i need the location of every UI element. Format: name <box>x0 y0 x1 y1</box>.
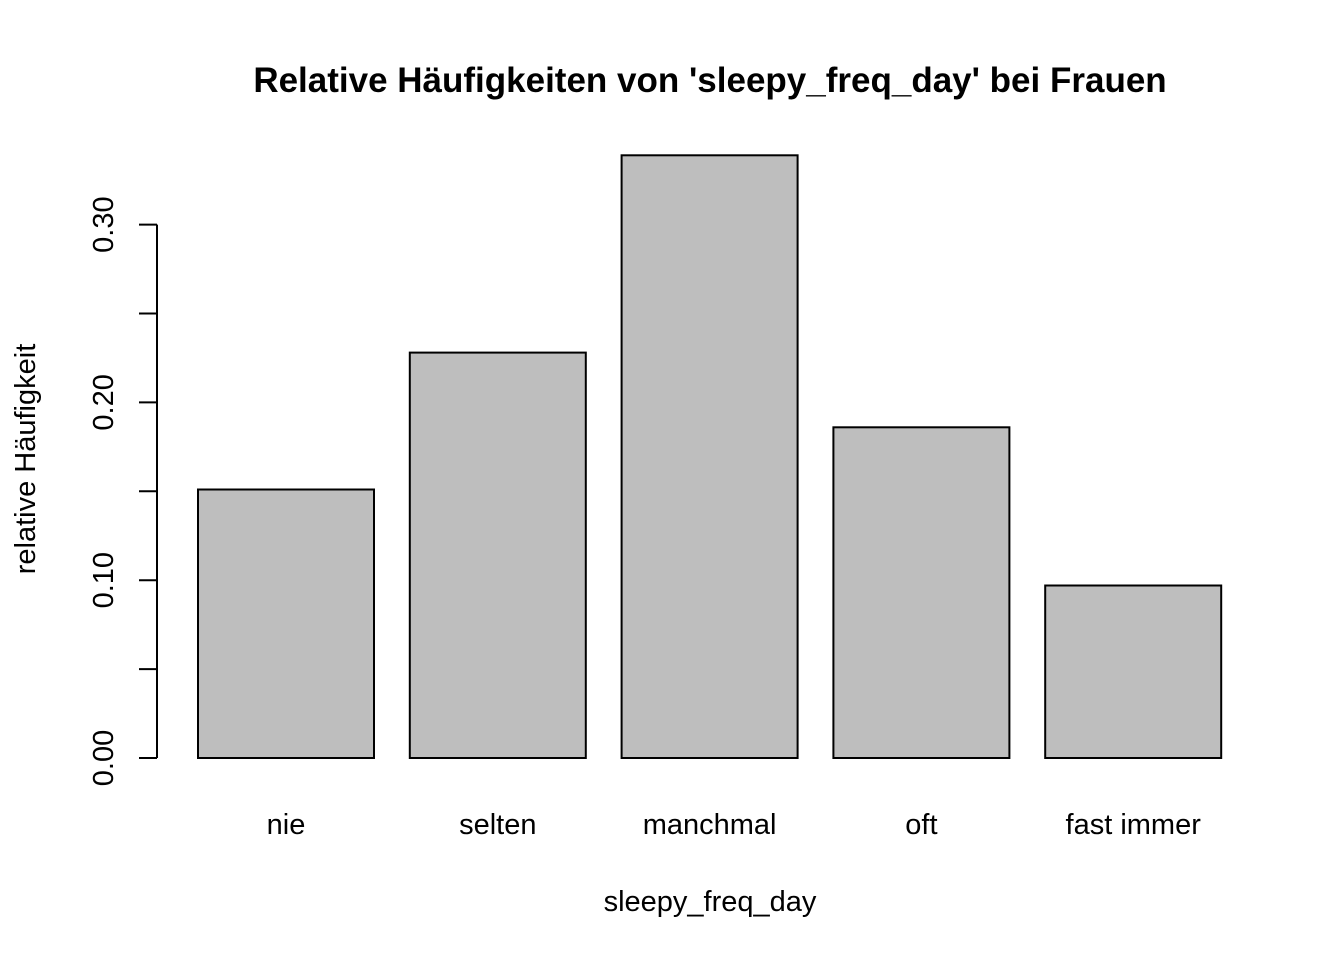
x-tick-label: nie <box>267 809 306 841</box>
x-tick-label: fast immer <box>1066 809 1202 841</box>
bar-nie <box>197 488 375 759</box>
y-axis: 0.00 0.10 0.20 0.30 <box>88 196 158 786</box>
x-tick-label: selten <box>459 809 536 841</box>
bar-fast-immer <box>1044 584 1223 759</box>
x-tick-label: manchmal <box>643 809 777 841</box>
y-axis-label: relative Häufigkeit <box>10 344 42 575</box>
x-category-labels: nie selten manchmal oft fast immer <box>267 809 1202 841</box>
bars-group <box>197 154 1223 760</box>
bar-selten <box>408 351 587 759</box>
x-tick-label: oft <box>905 809 937 841</box>
bar-manchmal <box>620 154 799 760</box>
chart-title: Relative Häufigkeiten von 'sleepy_freq_d… <box>253 61 1166 100</box>
x-axis-label: sleepy_freq_day <box>604 886 817 918</box>
y-tick-label: 0.20 <box>88 374 120 430</box>
bar-oft <box>832 426 1011 759</box>
y-tick-label: 0.30 <box>88 196 120 252</box>
y-tick-label: 0.10 <box>88 552 120 608</box>
y-tick-label: 0.00 <box>88 730 120 786</box>
